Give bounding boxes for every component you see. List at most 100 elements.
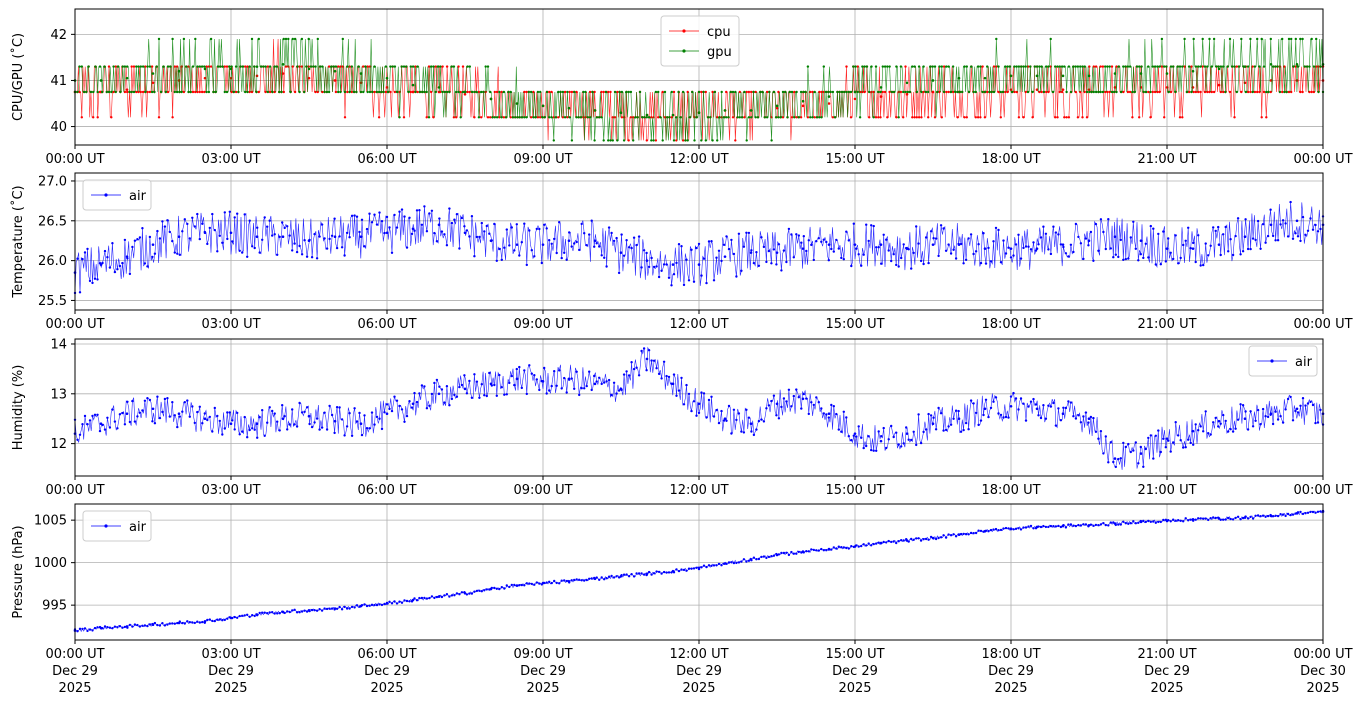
data-point: [408, 400, 411, 403]
data-point: [303, 239, 306, 242]
data-point: [403, 215, 406, 218]
data-point: [366, 90, 369, 94]
data-point: [1262, 90, 1266, 94]
data-point: [900, 256, 903, 260]
data-point: [271, 234, 274, 237]
data-point: [888, 90, 891, 94]
data-point: [561, 90, 565, 94]
data-point: [310, 256, 314, 259]
data-point: [505, 393, 508, 396]
data-point: [1012, 254, 1015, 257]
data-point: [1017, 233, 1020, 236]
data-point: [405, 246, 409, 249]
data-point: [757, 419, 761, 423]
data-point: [1024, 90, 1027, 94]
data-point: [393, 600, 396, 603]
data-point: [1181, 65, 1184, 68]
data-point: [593, 139, 596, 142]
data-point: [1222, 233, 1225, 236]
data-point: [967, 237, 970, 240]
data-point: [799, 116, 803, 119]
data-point: [1014, 527, 1018, 530]
data-point: [1069, 243, 1073, 246]
data-point: [897, 265, 900, 268]
data-point: [900, 445, 903, 448]
data-point: [1056, 116, 1059, 119]
data-point: [425, 116, 428, 119]
data-point: [443, 401, 446, 404]
series-markers-air: [73, 347, 1325, 469]
data-point: [775, 414, 778, 417]
data-point: [111, 627, 114, 630]
data-point: [770, 139, 773, 142]
data-point-air: [567, 377, 571, 381]
data-point: [938, 65, 941, 68]
data-point: [233, 615, 236, 619]
data-point: [1147, 519, 1150, 523]
data-point: [1236, 515, 1240, 518]
data-point: [1072, 524, 1075, 527]
data-point: [887, 249, 890, 252]
data-point: [1231, 518, 1235, 521]
data-point: [1119, 90, 1123, 94]
data-point: [535, 378, 538, 381]
data-point: [340, 246, 344, 249]
data-point: [293, 242, 296, 245]
data-point: [253, 246, 256, 250]
data-point: [867, 542, 870, 545]
data-point: [1283, 65, 1286, 68]
data-point: [500, 116, 503, 119]
data-point: [123, 90, 127, 94]
data-point: [262, 65, 265, 68]
data-point: [1276, 514, 1280, 518]
data-point: [1002, 239, 1005, 242]
data-point: [1079, 421, 1083, 424]
data-point: [685, 383, 688, 387]
data-point: [616, 90, 619, 94]
data-point: [393, 90, 397, 94]
data-point: [323, 607, 326, 610]
data-point: [1064, 252, 1068, 255]
data-point: [286, 225, 289, 228]
data-point: [1147, 65, 1150, 68]
data-point: [885, 446, 888, 450]
data-point: [1284, 408, 1287, 411]
y-tick-label: 41: [50, 74, 67, 89]
data-point: [218, 234, 221, 237]
data-point: [258, 611, 261, 615]
data-point: [937, 406, 940, 410]
data-point-air: [1295, 512, 1299, 515]
data-point: [391, 65, 394, 68]
data-point: [563, 376, 566, 380]
data-point: [314, 90, 317, 94]
data-point: [300, 610, 304, 613]
data-point: [291, 65, 294, 68]
data-point: [865, 444, 868, 448]
data-point: [929, 414, 933, 417]
data-point: [533, 583, 536, 586]
data-point: [1158, 65, 1161, 68]
data-point: [595, 380, 598, 383]
data-point: [849, 90, 853, 94]
data-point: [1240, 37, 1243, 41]
data-point: [931, 65, 934, 68]
x-tick-label: 03:00 UT: [201, 152, 260, 167]
data-point: [233, 428, 236, 431]
data-point: [525, 90, 528, 94]
data-point-air: [671, 382, 675, 386]
data-point: [947, 65, 950, 68]
data-point: [688, 116, 692, 119]
data-point: [1047, 525, 1050, 529]
data-point: [198, 90, 201, 94]
data-point: [484, 65, 487, 68]
data-point: [585, 244, 588, 247]
data-point: [76, 90, 79, 94]
data-point: [430, 209, 434, 212]
data-point-air: [281, 610, 285, 614]
data-point: [266, 421, 269, 424]
data-point: [964, 421, 968, 425]
data-point: [241, 65, 245, 68]
data-point: [695, 116, 698, 119]
data-point-air: [1009, 404, 1013, 408]
data-point: [979, 65, 982, 68]
